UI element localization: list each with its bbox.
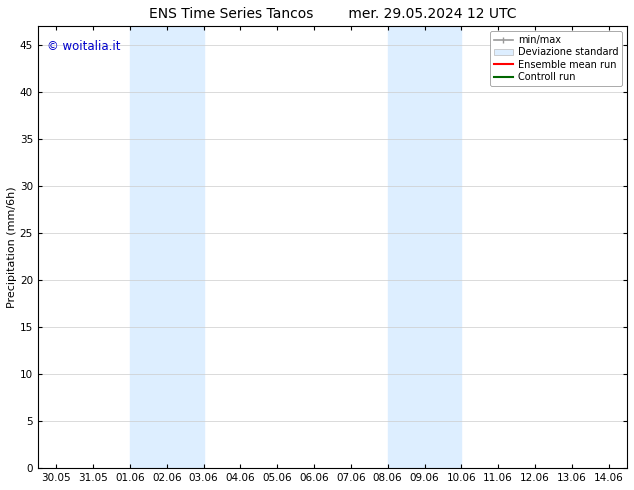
Text: © woitalia.it: © woitalia.it — [47, 40, 120, 52]
Y-axis label: Precipitation (mm/6h): Precipitation (mm/6h) — [7, 186, 17, 308]
Bar — [387, 26, 462, 468]
Legend: min/max, Deviazione standard, Ensemble mean run, Controll run: min/max, Deviazione standard, Ensemble m… — [489, 31, 622, 86]
Title: ENS Time Series Tancos        mer. 29.05.2024 12 UTC: ENS Time Series Tancos mer. 29.05.2024 1… — [149, 7, 516, 21]
Bar — [130, 26, 204, 468]
